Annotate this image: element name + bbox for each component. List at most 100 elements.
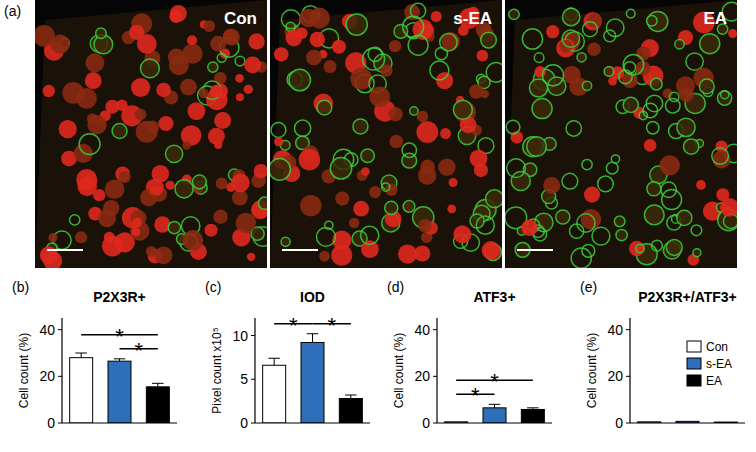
cell <box>679 87 694 102</box>
cell <box>470 150 488 168</box>
cell <box>203 20 215 32</box>
cell <box>286 30 303 47</box>
y-axis-label: Cell count (%) <box>17 333 31 408</box>
bars <box>263 334 363 423</box>
y-axis <box>61 318 62 423</box>
cell <box>506 120 520 134</box>
cell <box>214 141 222 149</box>
error-stem <box>494 404 495 408</box>
cell <box>335 191 349 205</box>
error-cap <box>75 353 87 354</box>
cell <box>604 30 616 42</box>
cell <box>614 216 625 227</box>
cell <box>59 120 77 138</box>
cell <box>244 56 261 73</box>
cell <box>105 100 119 114</box>
cell <box>187 102 205 120</box>
image-background <box>35 0 267 268</box>
cell <box>477 50 489 62</box>
cell <box>546 25 559 38</box>
cell <box>644 139 657 152</box>
cell <box>582 159 592 169</box>
image-background <box>505 0 737 268</box>
y-tick-label: 40 <box>414 322 430 338</box>
chart: (d)ATF3+Cell count (%)02040** <box>387 279 552 431</box>
cell <box>236 213 256 233</box>
y-tick <box>251 423 255 424</box>
chart-title: IOD <box>300 289 325 305</box>
significance-label: * <box>289 313 298 338</box>
cell <box>699 79 714 94</box>
y-tick <box>433 329 437 330</box>
y-axis-label: Pixel count x10⁵ <box>210 327 224 413</box>
cell <box>532 98 552 118</box>
cell <box>562 8 579 25</box>
cell <box>235 74 244 83</box>
cell <box>403 16 424 37</box>
legend-label: Con <box>706 340 728 354</box>
cell <box>155 246 173 264</box>
cell <box>636 244 644 252</box>
error-cap <box>345 395 357 396</box>
cell <box>158 116 173 131</box>
significance-label: * <box>471 383 480 408</box>
cell <box>647 122 659 134</box>
cell <box>182 230 203 251</box>
cell <box>481 90 489 98</box>
cell <box>482 241 500 259</box>
cell <box>394 24 408 38</box>
cell <box>85 53 104 72</box>
cell <box>430 61 449 80</box>
legend-label: s-EA <box>706 357 732 371</box>
cell <box>562 173 578 189</box>
chart-title: P2X3R+ <box>93 289 146 305</box>
bar <box>146 387 169 423</box>
cell <box>447 205 456 214</box>
cell <box>527 137 547 157</box>
tissue <box>270 0 502 268</box>
bar <box>339 399 362 424</box>
chart-title: P2X3R+/ATF3+ <box>638 289 737 305</box>
scale-bar <box>282 249 318 251</box>
cell <box>453 225 471 243</box>
cell <box>660 155 680 175</box>
error-bar <box>489 404 501 408</box>
cell <box>556 38 575 57</box>
cell <box>449 178 458 187</box>
cell <box>665 98 680 113</box>
y-tick-label: 0 <box>422 415 430 431</box>
cell <box>619 70 633 84</box>
legend-swatch <box>687 358 701 369</box>
chart: (c)IODPixel count x10⁵0510** <box>205 279 370 431</box>
y-tick-label: 0 <box>240 415 248 431</box>
cell <box>666 240 682 256</box>
cell <box>187 35 197 45</box>
cell <box>686 53 703 70</box>
cell <box>606 162 618 174</box>
cell <box>182 141 190 149</box>
cell <box>323 60 336 73</box>
cell <box>299 149 320 170</box>
cell <box>696 180 706 190</box>
y-tick <box>58 376 62 377</box>
y-tick-label: 20 <box>39 368 55 384</box>
cell <box>286 22 295 31</box>
cell <box>332 40 346 54</box>
cell <box>316 227 335 246</box>
cell <box>140 59 159 78</box>
cell <box>85 72 102 89</box>
cell <box>223 29 240 46</box>
cell <box>647 182 661 196</box>
x-axis <box>437 422 552 423</box>
cell <box>509 9 519 19</box>
cell <box>77 177 96 196</box>
cell <box>289 69 311 91</box>
cell <box>217 53 226 62</box>
cell <box>728 29 737 38</box>
cell <box>623 55 643 75</box>
y-tick-label: 20 <box>414 368 430 384</box>
cell <box>534 66 546 78</box>
cell <box>652 240 663 251</box>
panel-label: (a) <box>4 3 21 19</box>
y-tick <box>626 376 630 377</box>
